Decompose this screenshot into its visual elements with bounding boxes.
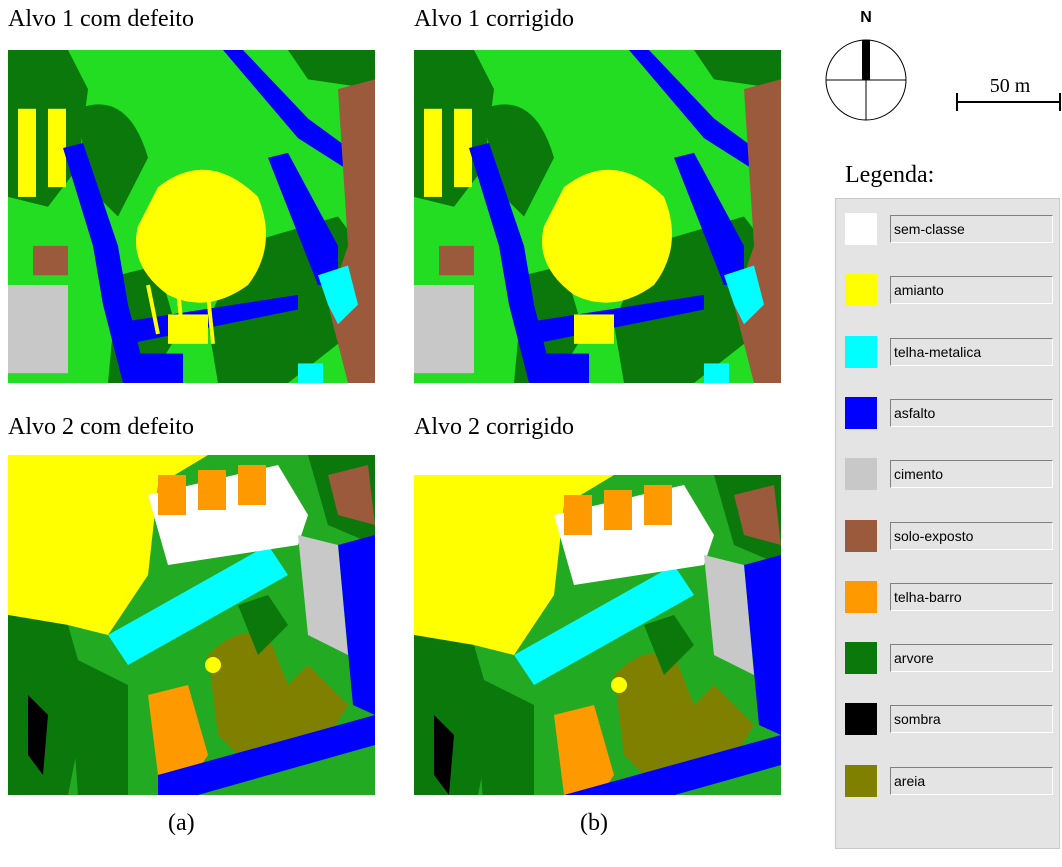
legend-label: arvore bbox=[890, 644, 1053, 673]
legend-item: solo-exposto bbox=[845, 519, 1055, 552]
legend-swatch bbox=[845, 396, 877, 429]
legend-label: areia bbox=[890, 766, 1053, 795]
legend-label: sombra bbox=[890, 705, 1053, 734]
legend-swatch bbox=[845, 519, 877, 552]
legend-swatch bbox=[845, 764, 877, 797]
caption: Alvo 1 com defeito bbox=[8, 6, 194, 32]
legend-label: telha-barro bbox=[890, 582, 1053, 611]
legend-item: telha-metalica bbox=[845, 335, 1055, 368]
legend-item: sombra bbox=[845, 703, 1055, 736]
panel-label: (a) bbox=[168, 810, 195, 836]
legend-item: sem-classe bbox=[845, 213, 1055, 245]
caption: Alvo 2 corrigido bbox=[414, 414, 574, 440]
legend-swatch bbox=[845, 703, 877, 736]
north-label: N bbox=[860, 9, 872, 26]
classified-map bbox=[8, 50, 375, 383]
legend-swatch bbox=[845, 642, 877, 675]
north-arrow bbox=[862, 40, 870, 80]
legend-swatch bbox=[845, 458, 877, 491]
legend: sem-classe amianto telha-metalica asfalto ci… bbox=[835, 198, 1060, 849]
legend-label: asfalto bbox=[890, 398, 1053, 427]
legend-label: solo-exposto bbox=[890, 521, 1053, 550]
legend-label: cimento bbox=[890, 460, 1053, 489]
legend-swatch bbox=[845, 580, 877, 613]
scale-label: 50 m bbox=[990, 75, 1031, 97]
legend-item: asfalto bbox=[845, 396, 1055, 429]
legend-title: Legenda: bbox=[845, 162, 935, 188]
legend-label: amianto bbox=[890, 276, 1053, 305]
legend-item: telha-barro bbox=[845, 580, 1055, 613]
legend-item: cimento bbox=[845, 458, 1055, 491]
caption: Alvo 2 com defeito bbox=[8, 414, 194, 440]
legend-swatch bbox=[845, 274, 877, 307]
legend-label: telha-metalica bbox=[890, 337, 1053, 366]
classified-map bbox=[414, 50, 781, 383]
legend-label: sem-classe bbox=[890, 215, 1053, 243]
classified-map bbox=[8, 455, 375, 795]
north-and-scale: N 50 m bbox=[825, 9, 1061, 121]
legend-swatch bbox=[845, 335, 877, 368]
legend-item: amianto bbox=[845, 274, 1055, 307]
legend-swatch bbox=[845, 213, 877, 245]
legend-item: areia bbox=[845, 764, 1055, 797]
caption: Alvo 1 corrigido bbox=[414, 6, 574, 32]
classified-map bbox=[414, 475, 781, 795]
legend-item: arvore bbox=[845, 642, 1055, 675]
panel-label: (b) bbox=[580, 810, 608, 836]
